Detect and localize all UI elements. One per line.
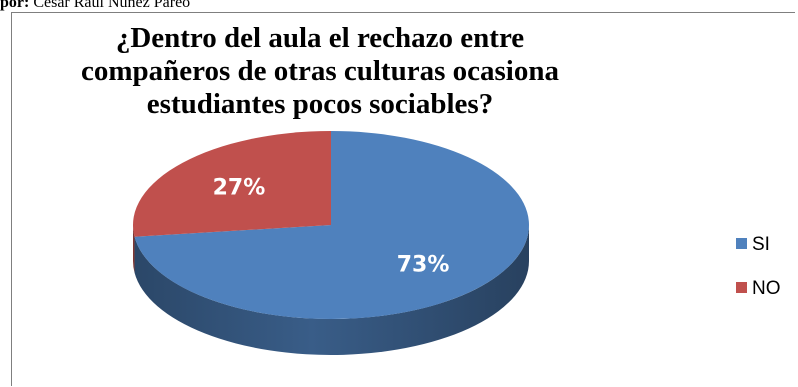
pie-side-no [133,225,135,273]
chart-frame [11,12,795,386]
data-label-si: 73% [397,253,450,278]
legend-label-no: NO [752,278,781,299]
caption-prefix: por: [0,0,30,11]
legend-label-si: SI [752,234,770,255]
data-label-no: 27% [213,175,266,200]
legend-swatch-si [736,238,747,249]
chart-title: ¿Dentro del aula el rechazo entre compañ… [81,22,559,120]
caption-text: Cesar Raul Nuñez Pareo [29,0,191,11]
pie-slice-no [133,131,331,237]
legend-swatch-no [736,282,747,293]
figure-caption: por: Cesar Raul Nuñez Pareo [0,0,190,12]
pie-slice-si [134,131,530,319]
pie-side-si [134,225,530,355]
